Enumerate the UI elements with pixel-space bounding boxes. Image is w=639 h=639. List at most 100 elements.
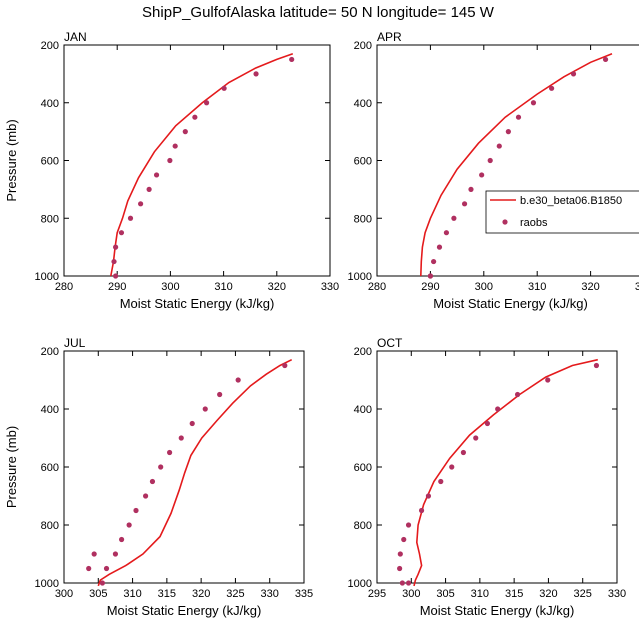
panel-oct-obs-point — [593, 362, 600, 369]
panel-jul-obs-point — [99, 580, 105, 586]
panel-oct-obs-point — [397, 565, 403, 572]
panel-apr-ytick-label: 600 — [354, 156, 372, 168]
panel-oct-obs-point — [514, 391, 521, 398]
panel-oct-obs-point — [401, 536, 407, 543]
panel-jul-obs-point — [103, 565, 110, 572]
panel-jan-xtick-label: 310 — [214, 281, 232, 293]
panel-jan-obs-point — [153, 172, 160, 178]
panel-oct-ytick-label: 200 — [354, 346, 372, 358]
panel-jul-ytick-label: 600 — [41, 462, 59, 474]
panel-apr-obs-point — [505, 129, 511, 135]
panel-jul-obs-point — [149, 478, 156, 485]
panel-apr-obs-point — [436, 244, 443, 250]
panel-jul-xtick-label: 305 — [89, 588, 107, 600]
panel-jan-ytick-label: 200 — [41, 40, 59, 52]
panel-jan: JAN 280 290 300 310 320 330 200 400 600 800 1000 Moi… — [4, 30, 339, 311]
panel-oct-xtick-label: 325 — [574, 588, 592, 600]
panel-apr-obs-point — [431, 258, 437, 265]
panel-jul-obs-point — [158, 464, 164, 470]
panel-jan-title: JAN — [64, 30, 87, 44]
panel-jan-obs-point — [146, 186, 152, 192]
panel-jul-obs-point — [91, 551, 97, 557]
panel-jan-obs-point — [113, 244, 119, 250]
panel-oct-obs-point — [405, 522, 412, 528]
panel-oct-obs-point — [438, 478, 444, 485]
panel-jan-xtick-label: 300 — [161, 281, 179, 293]
panel-apr-obs-point — [461, 201, 468, 207]
panel-apr-obs-point — [487, 157, 493, 164]
panel-jul-ylabel: Pressure (mb) — [4, 426, 19, 508]
panel-jan-obs-point — [167, 157, 173, 164]
panel-jan-ytick-label: 400 — [41, 98, 59, 110]
panel-apr-xlabel: Moist Static Energy (kJ/kg) — [433, 296, 588, 311]
legend-model-label: b.e30_beta06.B1850 — [520, 195, 622, 207]
panel-jul-xtick-label: 315 — [158, 588, 176, 600]
panel-jul-obs-point — [112, 551, 119, 557]
panel-apr-obs-point — [549, 85, 555, 91]
panel-apr-model-line — [420, 52, 613, 277]
panel-apr-xtick-label: 300 — [475, 281, 493, 293]
panel-jul-obs-point — [143, 493, 149, 499]
panel-jul-ytick-label: 400 — [41, 404, 59, 416]
panel-jul-obs-point — [189, 420, 195, 427]
panel-jul-xlabel: Moist Static Energy (kJ/kg) — [107, 603, 262, 618]
panel-jul-xtick-label: 330 — [261, 588, 279, 600]
panel-jan-obs-point — [253, 71, 259, 77]
panel-oct-obs-point — [460, 449, 466, 456]
panel-oct-ytick-label: 400 — [354, 404, 372, 416]
panel-jul-obs-point — [133, 507, 139, 514]
legend-obs-swatch — [502, 219, 508, 225]
panel-oct-obs-point — [418, 507, 425, 514]
panel-jan-ytick-label: 1000 — [35, 271, 59, 283]
panel-jan-obs-point — [127, 215, 134, 221]
panel-apr-ytick-label: 200 — [354, 40, 372, 52]
panel-apr-frame — [376, 44, 639, 277]
panel-jan-model-line — [110, 52, 294, 277]
panel-jan-obs-point — [138, 201, 144, 207]
panel-jul-obs-point — [86, 565, 92, 572]
panel-oct-xtick-label: 330 — [608, 588, 626, 600]
panel-apr-obs-point — [515, 114, 522, 120]
panel-apr-ytick-label: 1000 — [348, 271, 372, 283]
panel-apr-obs-point — [496, 143, 502, 149]
panel-jul-obs-point — [178, 435, 184, 441]
panel-jul-xtick-label: 320 — [192, 588, 210, 600]
panel-oct-obs-point — [545, 377, 551, 383]
panel-oct-xtick-label: 305 — [436, 588, 454, 600]
panel-jul-obs-point — [119, 536, 125, 543]
panel-jan-xtick-label: 290 — [108, 281, 126, 293]
panel-jan-obs-point — [111, 258, 117, 265]
panel-jan-obs-point — [172, 143, 178, 149]
panel-jul-xtick-label: 325 — [226, 588, 244, 600]
panel-jul-ytick-label: 1000 — [35, 578, 59, 590]
panel-jul-obs-point — [235, 377, 241, 383]
panel-jul-model-line — [97, 358, 293, 587]
panel-apr-xtick-label: 280 — [368, 281, 386, 293]
panel-jul-ytick-label: 800 — [41, 520, 59, 532]
legend: b.e30_beta06.B1850 raobs — [485, 190, 639, 234]
panel-jan-xtick-label: 280 — [55, 281, 73, 293]
panel-jul-obs-point — [282, 362, 288, 369]
panel-jan-obs-point — [203, 100, 210, 106]
panel-jan-ytick-label: 800 — [41, 213, 59, 225]
panel-oct-frame — [376, 350, 618, 584]
panel-apr-xtick-label: 310 — [528, 281, 546, 293]
panel-jan-xtick-label: 330 — [321, 281, 339, 293]
panel-apr-obs-point — [443, 230, 450, 236]
panel-jan-xtick-label: 320 — [268, 281, 286, 293]
panel-oct-model-line — [413, 358, 598, 587]
panel-oct-obs-point — [495, 406, 501, 412]
panel-apr: APR 280 290 300 310 320 330 200 400 600 800 1000 Moi… — [348, 30, 639, 311]
panel-apr-obs-point — [530, 100, 537, 106]
panel-jul-xtick-label: 335 — [295, 588, 313, 600]
panel-apr-xtick-label: 320 — [581, 281, 599, 293]
panel-jul-obs-point — [126, 522, 132, 528]
panel-jul-xtick-label: 310 — [123, 588, 141, 600]
panel-apr-obs-point — [468, 186, 474, 192]
panel-oct-obs-point — [425, 493, 432, 499]
panel-jul-title: JUL — [64, 336, 86, 350]
panel-jan-obs-point — [182, 129, 188, 135]
panel-apr-ytick-label: 400 — [354, 98, 372, 110]
panel-apr-obs-point — [570, 71, 577, 77]
